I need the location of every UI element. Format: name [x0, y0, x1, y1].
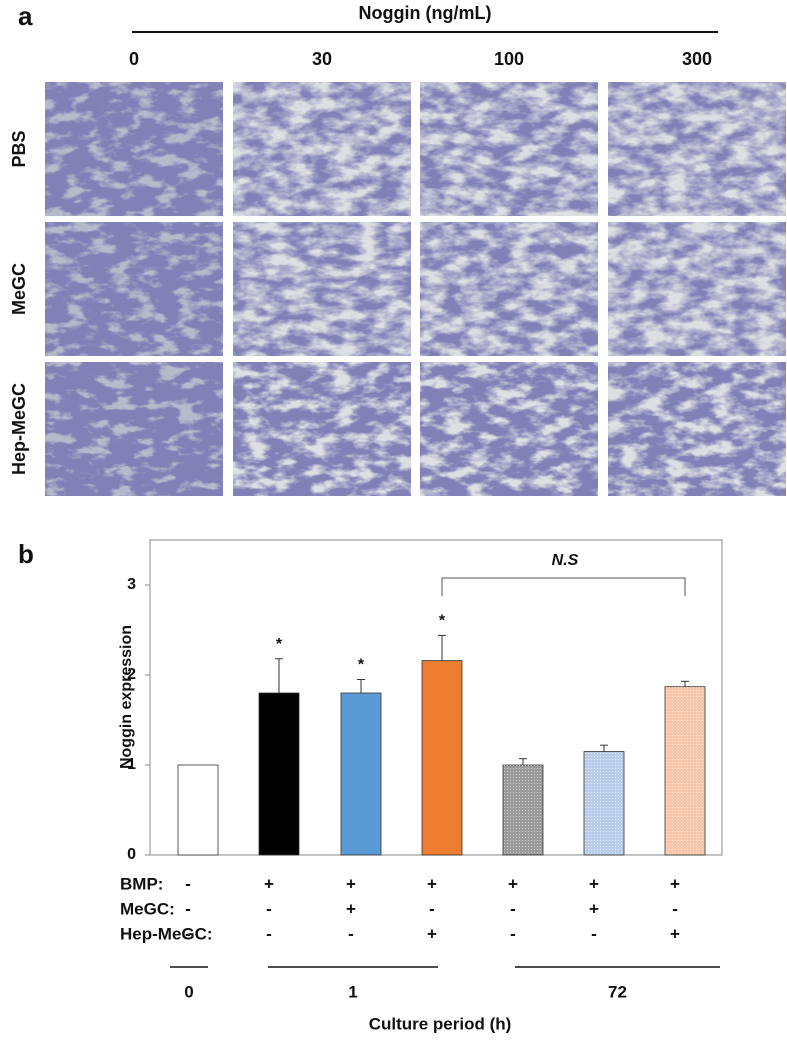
bar-texture — [665, 686, 705, 855]
row-label: PBS — [9, 130, 29, 167]
condition-sign: + — [508, 874, 518, 893]
condition-sign: - — [266, 899, 272, 918]
micrograph — [608, 222, 786, 356]
condition-sign: - — [185, 924, 191, 943]
condition-name: Hep-MeGC: — [120, 924, 213, 943]
error-bar — [357, 679, 365, 693]
y-tick-label: 2 — [127, 666, 136, 683]
micrograph — [608, 82, 786, 216]
error-bar — [275, 658, 283, 693]
condition-sign: - — [429, 899, 435, 918]
condition-sign: + — [346, 899, 356, 918]
bracket-label: N.S — [552, 552, 579, 569]
significance: * — [276, 636, 283, 653]
y-tick-label: 1 — [127, 756, 136, 773]
condition-sign: - — [266, 924, 272, 943]
micrograph — [420, 362, 598, 496]
condition-sign: + — [589, 874, 599, 893]
condition-name: BMP: — [120, 874, 163, 893]
bar — [421, 660, 463, 856]
group-label: 72 — [608, 982, 627, 1001]
micrograph — [608, 362, 786, 496]
error-bar — [681, 680, 689, 687]
bar-texture — [503, 765, 543, 855]
group-label: 0 — [184, 982, 193, 1001]
micrograph — [233, 82, 411, 216]
row-label: MeGC — [9, 263, 29, 315]
row-label: Hep-MeGC — [9, 383, 29, 475]
bar — [258, 692, 300, 856]
panel-title: Noggin (ng/mL) — [359, 3, 492, 23]
condition-sign: + — [427, 874, 437, 893]
panel-label: b — [18, 539, 34, 569]
condition-sign: - — [185, 899, 191, 918]
micrograph — [233, 362, 411, 496]
condition-sign: + — [589, 899, 599, 918]
condition-sign: - — [185, 874, 191, 893]
significance: * — [439, 613, 446, 630]
condition-sign: + — [427, 924, 437, 943]
condition-sign: - — [672, 899, 678, 918]
column-label: 30 — [312, 49, 332, 69]
column-label: 0 — [129, 49, 139, 69]
x-axis-label: Culture period (h) — [369, 1014, 512, 1033]
y-tick-label: 0 — [127, 846, 136, 863]
condition-sign: + — [670, 874, 680, 893]
micrograph — [233, 222, 411, 356]
column-label: 100 — [494, 49, 524, 69]
panel-label: a — [18, 1, 33, 31]
micrograph — [45, 362, 223, 496]
condition-sign: - — [510, 924, 516, 943]
micrograph — [420, 82, 598, 216]
column-label: 300 — [682, 49, 712, 69]
condition-sign: - — [591, 924, 597, 943]
condition-sign: - — [348, 924, 354, 943]
condition-sign: + — [670, 924, 680, 943]
bar — [340, 692, 382, 856]
condition-sign: + — [264, 874, 274, 893]
micrograph — [45, 222, 223, 356]
error-bar — [600, 744, 608, 752]
condition-sign: + — [346, 874, 356, 893]
condition-sign: - — [510, 899, 516, 918]
y-tick-label: 3 — [127, 576, 136, 593]
bar-texture — [584, 751, 624, 855]
micrograph — [45, 82, 223, 216]
error-bar — [519, 758, 527, 765]
error-bar — [438, 634, 446, 661]
group-label: 1 — [348, 982, 357, 1001]
bracket — [441, 577, 686, 596]
y-axis-label: Noggin expression — [118, 625, 135, 769]
bar — [177, 764, 219, 856]
condition-name: MeGC: — [120, 899, 175, 918]
micrograph — [420, 222, 598, 356]
significance: * — [358, 657, 365, 674]
